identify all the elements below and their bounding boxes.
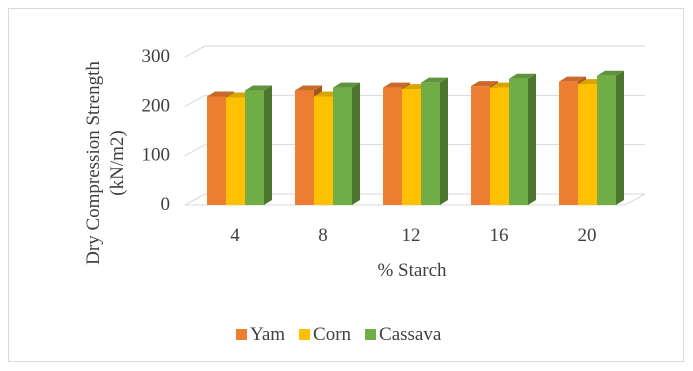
- bar-side: [528, 73, 536, 205]
- gridline-diagonal: [184, 144, 206, 157]
- bar-front: [471, 86, 490, 205]
- y-tick-labels: 0 100 200 300: [142, 46, 171, 215]
- bar-top: [597, 70, 624, 76]
- y-axis-title-line-1: Dry Compression Strength: [83, 61, 104, 265]
- bar-front: [490, 87, 509, 205]
- y-axis-title: Dry Compression Strength (kN/m2): [83, 61, 128, 265]
- bar-front: [314, 96, 333, 205]
- legend-item-yam: Yam: [236, 324, 285, 345]
- bar-front: [383, 87, 402, 205]
- legend-swatch: [299, 329, 311, 340]
- bar-front: [245, 90, 264, 205]
- bar-top: [421, 77, 448, 83]
- bars: [207, 70, 624, 206]
- legend-label: Cassava: [379, 324, 442, 345]
- bar-front: [597, 75, 616, 205]
- x-tick-label: 4: [230, 225, 240, 246]
- bar-top: [383, 82, 410, 88]
- bar-top: [471, 81, 498, 87]
- y-tick-label: 200: [142, 95, 171, 116]
- x-tick-label: 12: [402, 225, 421, 246]
- y-tick-label: 300: [142, 46, 171, 67]
- bar-front: [509, 78, 528, 205]
- x-tick-label: 8: [318, 225, 328, 246]
- y-tick-label: 100: [142, 145, 171, 166]
- bar-top: [295, 85, 322, 91]
- bar-top: [333, 82, 360, 88]
- bar-front: [559, 81, 578, 205]
- legend-label: Yam: [250, 324, 285, 345]
- x-tick-label: 16: [490, 225, 509, 246]
- bar-cassava-4: [245, 85, 272, 205]
- bar-cassava-16: [509, 73, 536, 205]
- bar-cassava-8: [333, 82, 360, 205]
- legend-swatch: [365, 329, 377, 340]
- x-tick-label: 20: [578, 225, 597, 246]
- bar-top: [245, 85, 272, 91]
- bar-front: [333, 87, 352, 205]
- gridline-diagonal: [184, 193, 206, 206]
- bar-front: [402, 89, 421, 205]
- bar-front: [421, 82, 440, 205]
- legend: Yam Corn Cassava: [236, 324, 442, 345]
- bar-top: [559, 76, 586, 82]
- bar-top: [207, 91, 234, 97]
- legend-swatch: [236, 329, 247, 340]
- bar-cassava-12: [421, 77, 448, 205]
- x-axis-title: % Starch: [377, 260, 447, 281]
- legend-label: Corn: [313, 324, 352, 345]
- gridline-diagonal: [184, 94, 206, 107]
- y-tick-label: 0: [161, 194, 171, 215]
- y-axis-title-line-2: (kN/m2): [107, 130, 128, 195]
- bar-side: [440, 77, 448, 205]
- x-tick-labels: 4 8 12 16 20: [230, 225, 596, 246]
- gridline-diagonal: [184, 45, 206, 58]
- floor-side-edge: [624, 193, 646, 206]
- legend-item-corn: Corn: [299, 324, 352, 345]
- bar-side: [352, 82, 360, 205]
- bar-side: [616, 70, 624, 205]
- legend-item-cassava: Cassava: [365, 324, 442, 345]
- bar-top: [509, 73, 536, 79]
- bar-side: [264, 85, 272, 205]
- bar-front: [295, 90, 314, 205]
- bar-front: [207, 96, 226, 205]
- bar-front: [226, 97, 245, 205]
- bar-front: [578, 84, 597, 205]
- bar-cassava-20: [597, 70, 624, 205]
